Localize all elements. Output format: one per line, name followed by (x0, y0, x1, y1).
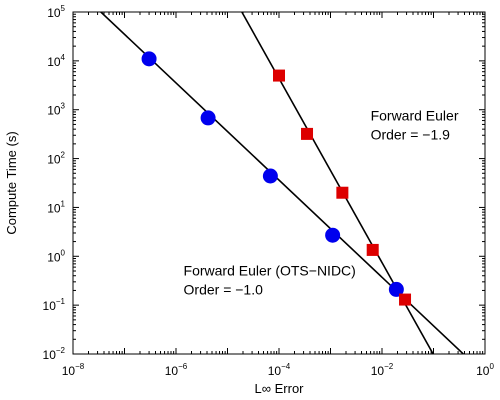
y-tick-label: 10−1 (43, 297, 66, 313)
annotation-text: Order = −1.9 (371, 127, 451, 143)
x-axis-label: L∞ Error (255, 381, 305, 396)
square-point (336, 186, 349, 199)
y-tick-label: 103 (47, 102, 65, 118)
x-tick-label: 10−2 (371, 362, 394, 378)
y-tick-label: 100 (47, 248, 65, 264)
annotation-text: Forward Euler (371, 108, 459, 124)
y-tick-label: 10−2 (43, 346, 66, 362)
square-point (273, 69, 285, 82)
labels-layer: 10−8 10−6 10−4 10−2 100 10−2 10−1 100 101 102 103 1… (43, 4, 495, 378)
circle-point (325, 227, 341, 243)
y-tick-label: 101 (47, 199, 65, 215)
circle-point (388, 281, 404, 297)
y-axis-label: Compute Time (s) (4, 131, 19, 234)
x-tick-label: 10−8 (62, 362, 85, 378)
x-tick-label: 10−6 (165, 362, 188, 378)
y-tick-label: 104 (47, 53, 65, 69)
ticks-layer (72, 12, 485, 355)
circle-point (200, 110, 216, 126)
plot-area (72, 11, 486, 355)
annotation-text: Forward Euler (OTS−NIDC) (184, 263, 356, 279)
square-point (366, 243, 379, 256)
circle-point (262, 168, 278, 184)
annotation-text: Order = −1.0 (184, 282, 264, 298)
x-tick-label: 10−4 (268, 362, 291, 378)
y-tick-label: 102 (47, 151, 65, 167)
square-point (399, 293, 412, 306)
square-point (301, 127, 314, 140)
points-layer (141, 51, 412, 306)
y-tick-label: 105 (47, 4, 65, 20)
circle-point (141, 51, 157, 67)
x-tick-label: 100 (476, 362, 494, 378)
